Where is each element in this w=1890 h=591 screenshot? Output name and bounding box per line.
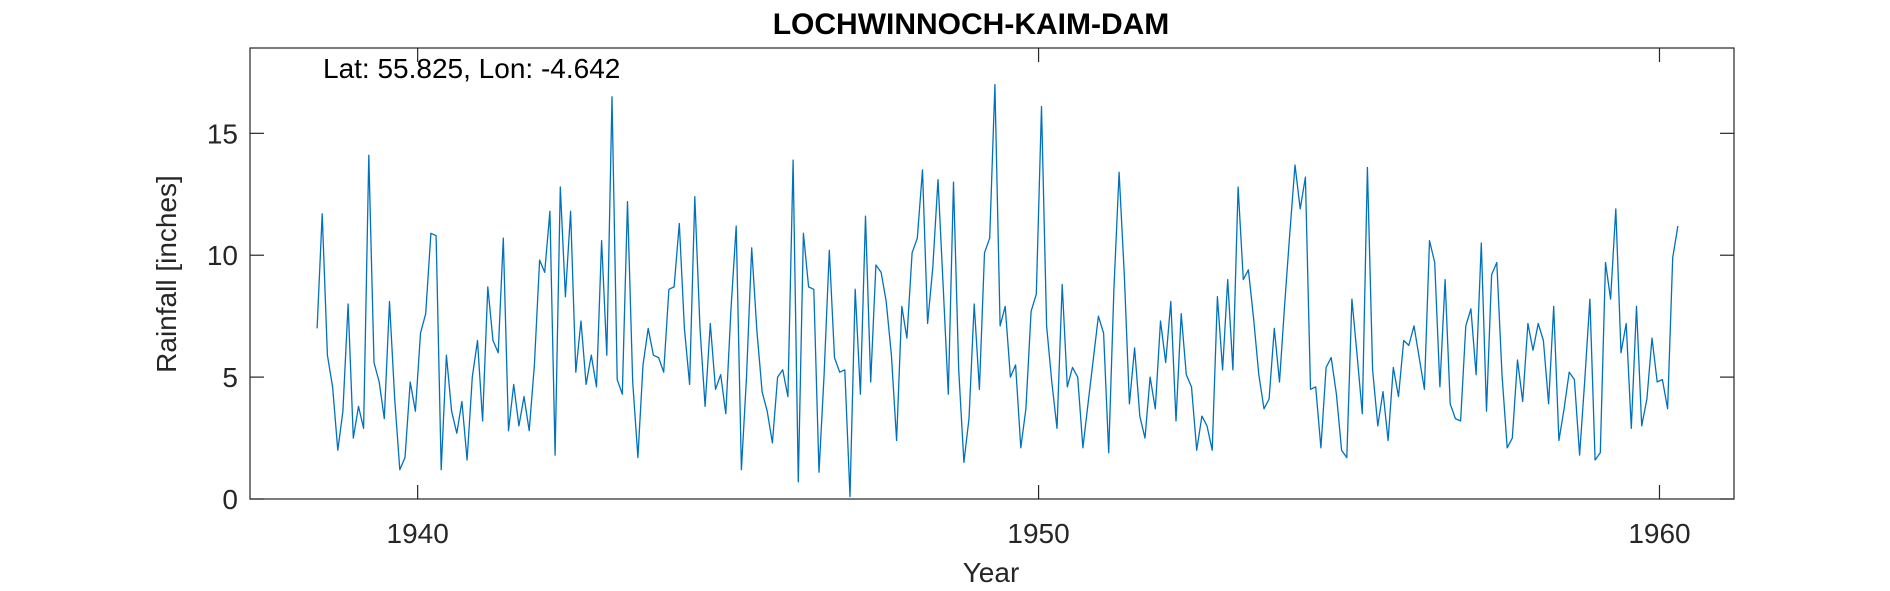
y-tick-label: 0 [222, 484, 238, 515]
x-tick-label: 1960 [1628, 518, 1690, 549]
y-axis: 0 5 10 15 [207, 118, 1734, 515]
y-axis-label: Rainfall [inches] [151, 175, 182, 373]
x-axis-label: Year [963, 557, 1020, 588]
y-tick-label: 10 [207, 240, 238, 271]
rainfall-series-line-0 [316, 83, 1679, 498]
series-group [316, 83, 1679, 498]
plot-area: 0 5 10 15 1940 1950 1960 [207, 47, 1735, 549]
x-axis: 1940 1950 1960 [387, 48, 1691, 549]
x-tick-label: 1940 [387, 518, 449, 549]
y-tick-label: 15 [207, 118, 238, 149]
station-coordinates-annotation: Lat: 55.825, Lon: -4.642 [323, 53, 620, 84]
x-tick-label: 1950 [1007, 518, 1069, 549]
plot-frame [249, 47, 1735, 500]
y-tick-label: 5 [222, 362, 238, 393]
chart-title: LOCHWINNOCH-KAIM-DAM [773, 8, 1170, 41]
